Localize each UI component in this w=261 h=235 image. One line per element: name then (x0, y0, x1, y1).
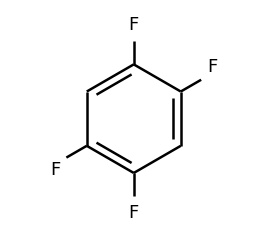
Text: F: F (129, 16, 139, 34)
Text: F: F (50, 161, 60, 179)
Text: F: F (129, 204, 139, 222)
Text: F: F (207, 58, 218, 76)
